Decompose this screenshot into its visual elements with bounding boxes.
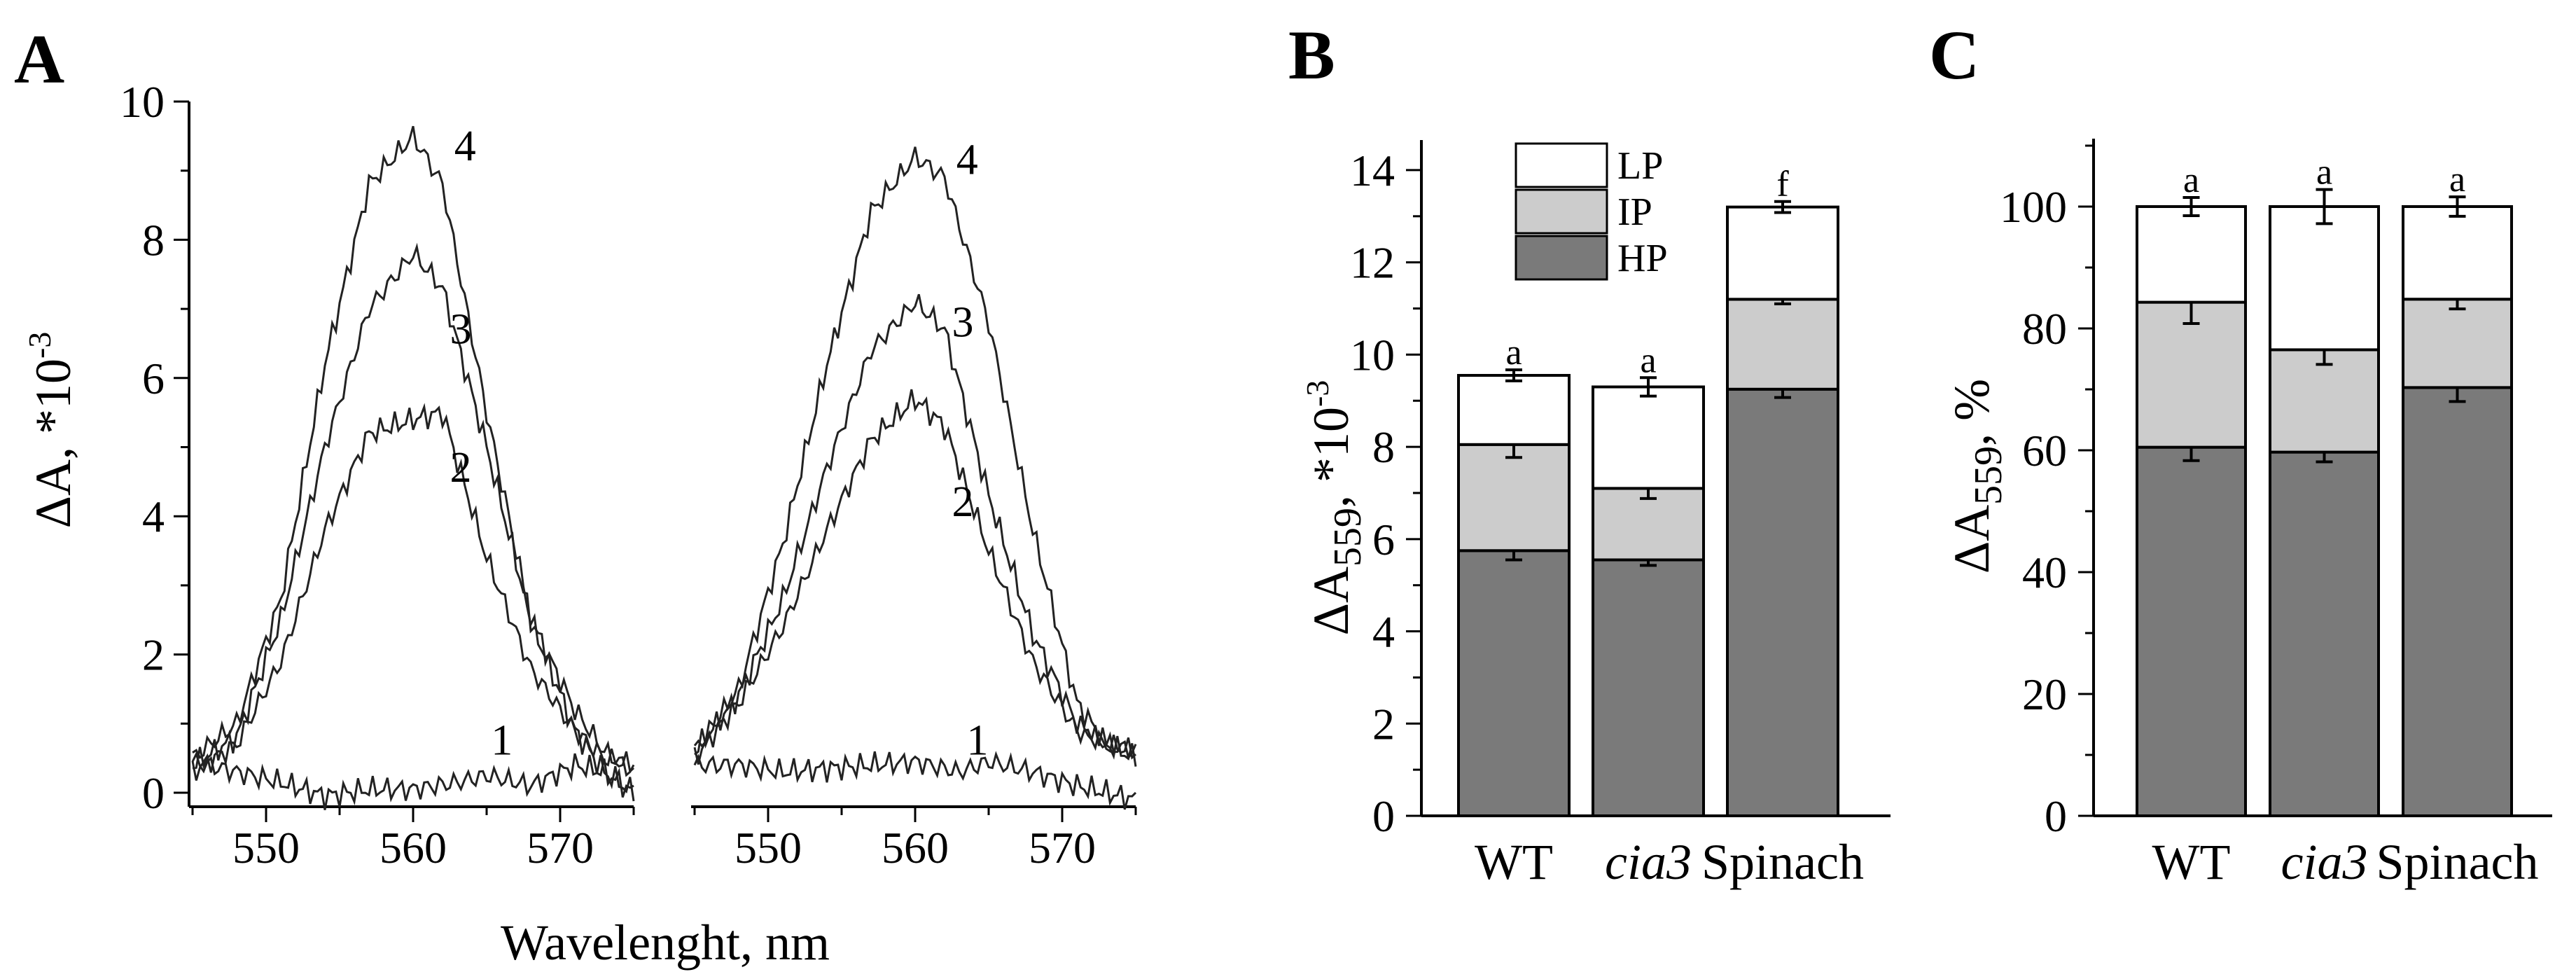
legend-label-HP: HP [1617, 237, 1668, 280]
y-tick-label: 10 [120, 77, 165, 127]
bar-IP-WT [1457, 443, 1571, 553]
y-tick-label: 8 [1372, 422, 1395, 472]
bar-HP-Spinach [1726, 387, 1839, 817]
y-tick-label: 6 [1372, 515, 1395, 564]
series-line-2 [191, 403, 635, 781]
significance-letter: a [2183, 160, 2199, 200]
bar-LP-Spinach [1726, 205, 1839, 301]
series-line-3 [694, 293, 1137, 761]
panel-a-y-axis-title: ΔA, *10-3 [22, 332, 81, 529]
curve-label-2: 2 [952, 478, 974, 526]
x-tick-label: 570 [1029, 823, 1096, 873]
panel-b-stacked-bar-chart: 02468101214dbaWTdcacia3aefSpinach ΔA559,… [1300, 140, 1891, 890]
curve-label-1: 1 [491, 717, 513, 765]
curve-label-1: 1 [967, 717, 989, 765]
bar-LP-cia3 [1592, 385, 1705, 490]
category-label-Spinach: Spinach [1701, 834, 1864, 890]
bar-IP-cia3 [2269, 348, 2380, 454]
x-tick-label: 570 [527, 823, 594, 873]
legend-swatch-IP [1515, 188, 1608, 235]
significance-letter: a [2449, 160, 2465, 200]
y-tick-label: 8 [142, 215, 165, 265]
category-label-WT: WT [1475, 834, 1553, 890]
bar-IP-Spinach [1726, 298, 1839, 391]
y-tick-label: 60 [2022, 426, 2067, 475]
panel-letter-c: C [1929, 16, 1979, 94]
y-tick-label: 0 [2045, 791, 2067, 841]
panel-b-plot: 02468101214dbaWTdcacia3aefSpinach [1350, 140, 1891, 890]
bar-LP-WT [1457, 374, 1571, 446]
y-tick-label: 14 [1350, 146, 1395, 195]
bar-LP-WT [2136, 205, 2247, 304]
bar-HP-WT [1457, 549, 1571, 817]
bar-HP-cia3 [2269, 450, 2380, 817]
y-tick-label: 100 [2000, 182, 2067, 232]
y-tick-label: 0 [142, 768, 165, 818]
curve-label-4: 4 [454, 123, 476, 170]
panel-letter-a: A [14, 20, 64, 98]
y-tick-label: 4 [142, 492, 165, 541]
legend-label-IP: IP [1617, 190, 1652, 234]
y-tick-label: 20 [2022, 669, 2067, 719]
curve-label-3: 3 [450, 305, 472, 353]
legend-swatch-LP [1515, 142, 1608, 188]
panel-letter-b: B [1288, 16, 1335, 94]
y-tick-label: 6 [142, 354, 165, 403]
y-tick-label: 80 [2022, 304, 2067, 354]
x-tick-label: 560 [882, 823, 949, 873]
series-line-1 [191, 751, 634, 810]
bar-IP-cia3 [1592, 487, 1705, 562]
panel-b-y-axis-title: ΔA559, *10-3 [1300, 380, 1370, 636]
x-tick-label: 560 [380, 823, 447, 873]
panel-c-stacked-bar-chart: 020406080100dbaWTdcacia3cbaSpinach ΔA559… [1944, 139, 2552, 890]
curve-label-3: 3 [952, 299, 974, 347]
category-label-cia3: cia3 [2281, 834, 2368, 890]
x-tick-label: 550 [232, 823, 300, 873]
panel-c-plot: 020406080100dbaWTdcacia3cbaSpinach [2000, 139, 2552, 890]
legend-swatch-HP [1515, 235, 1608, 281]
significance-letter: a [1505, 333, 1522, 373]
panel-c-y-axis-title: ΔA559, % [1944, 379, 2010, 574]
curve-label-2: 2 [450, 444, 472, 492]
significance-letter: f [1776, 165, 1789, 204]
bar-LP-Spinach [2402, 205, 2513, 301]
bar-LP-cia3 [2269, 205, 2380, 352]
category-label-WT: WT [2152, 834, 2231, 890]
bar-HP-WT [2136, 445, 2247, 817]
curve-label-4: 4 [956, 137, 978, 184]
y-tick-label: 2 [1372, 699, 1395, 749]
series-line-1 [693, 751, 1137, 810]
significance-letter: a [1640, 340, 1656, 380]
y-tick-label: 0 [1372, 791, 1395, 841]
series-line-4 [192, 125, 635, 802]
panel-a-x-axis-title: Wavelenght, nm [501, 915, 830, 971]
y-tick-label: 12 [1350, 238, 1395, 288]
bar-HP-Spinach [2402, 386, 2513, 817]
bar-IP-Spinach [2402, 298, 2513, 389]
x-tick-label: 550 [734, 823, 802, 873]
series-line-4 [693, 146, 1137, 767]
bar-HP-cia3 [1592, 558, 1705, 817]
y-tick-label: 40 [2022, 548, 2067, 597]
panel-a-right-plot: 550 560 570 1 2 3 4 [691, 137, 1137, 873]
category-label-Spinach: Spinach [2376, 834, 2539, 890]
y-tick-label: 10 [1350, 330, 1395, 380]
category-label-cia3: cia3 [1605, 834, 1692, 890]
legend-label-LP: LP [1617, 144, 1663, 188]
y-tick-label: 2 [142, 630, 165, 680]
y-tick-label: 4 [1372, 607, 1395, 657]
significance-letter: a [2316, 153, 2332, 193]
